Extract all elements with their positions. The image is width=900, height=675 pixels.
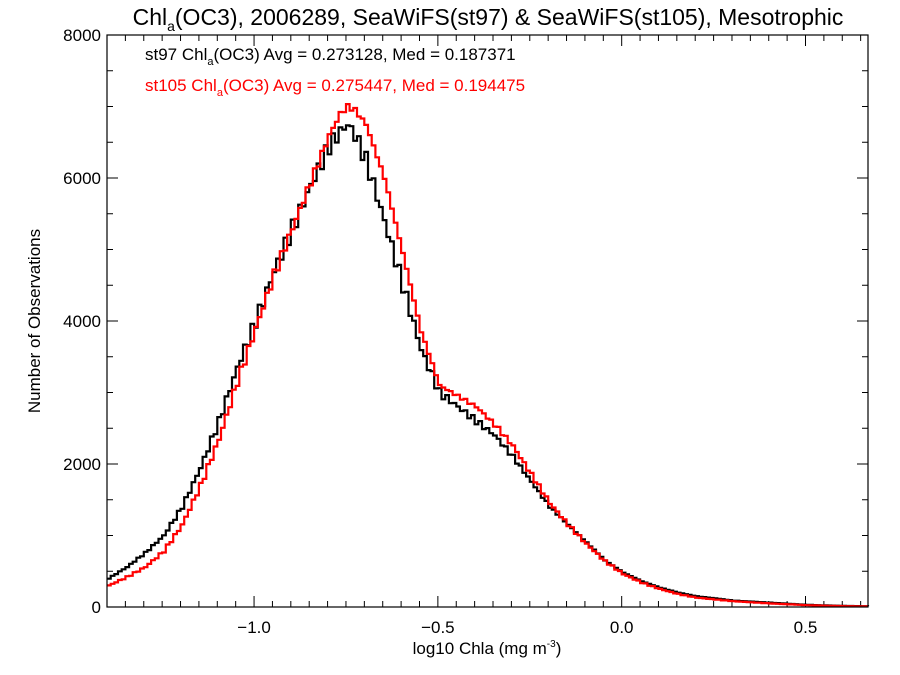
x-tick-label: −0.5	[421, 618, 455, 637]
y-tick-label: 8000	[63, 26, 101, 45]
legend-st97-part-2: (OC3) Avg = 0.273128, Med = 0.187371	[214, 45, 516, 64]
legend-st97-subscript: a	[207, 56, 214, 68]
chart-title-part-2: (OC3), 2006289, SeaWiFS(st97) & SeaWiFS(…	[175, 4, 844, 30]
y-tick-label: 2000	[63, 455, 101, 474]
y-axis-label: Number of Observations	[25, 229, 44, 413]
chart-title-part-1: Chl	[133, 4, 168, 30]
y-tick-label: 4000	[63, 312, 101, 331]
series-layer	[107, 103, 870, 608]
x-tick-label: 0.5	[794, 618, 818, 637]
legend-st105-part-1: st105 Chl	[145, 76, 217, 95]
legend-st105-subscript: a	[217, 87, 224, 99]
legend-st105-part-2: (OC3) Avg = 0.275447, Med = 0.194475	[223, 76, 525, 95]
plot-frame	[106, 34, 869, 608]
x-tick-label: 0.0	[610, 618, 634, 637]
x-axis-label-superscript: -3	[547, 639, 556, 650]
legend-entry-st97: st97 Chla(OC3) Avg = 0.273128, Med = 0.1…	[145, 45, 516, 68]
x-tick-label: −1.0	[237, 618, 271, 637]
x-axis-label-part-3: )	[556, 639, 562, 658]
series-line-st97	[107, 124, 870, 608]
x-axis-label: log10 Chla (mg m-3)	[413, 639, 562, 658]
chart-title-subscript: a	[167, 18, 175, 34]
series-line-st105	[107, 103, 868, 608]
x-axis-label-part-1: log10 Chla (mg m	[413, 639, 547, 658]
axes-layer: −1.0 −0.5 0.0 0.5 0 2000 4000 6000 8000	[63, 26, 868, 637]
y-tick-label: 0	[92, 598, 101, 617]
y-tick-label: 6000	[63, 169, 101, 188]
legend-st97-part-1: st97 Chl	[145, 45, 207, 64]
legend-entry-st105: st105 Chla(OC3) Avg = 0.275447, Med = 0.…	[145, 76, 525, 99]
chart-title: Chla(OC3), 2006289, SeaWiFS(st97) & SeaW…	[133, 4, 844, 34]
